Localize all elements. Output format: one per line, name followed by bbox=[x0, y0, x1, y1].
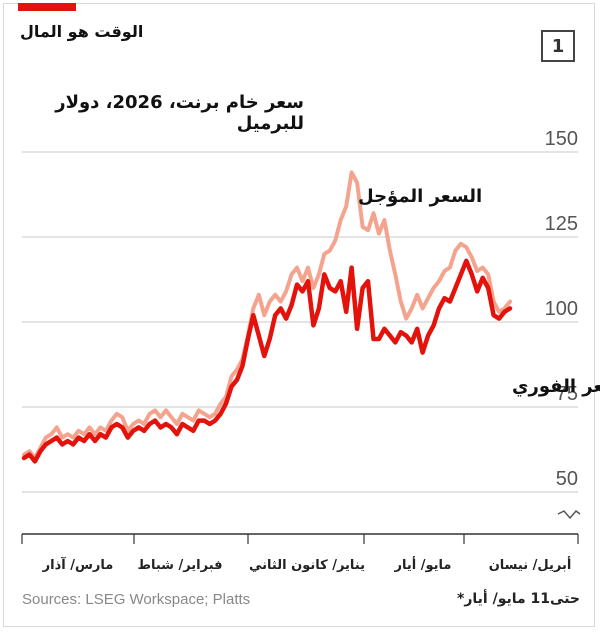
y-tick-labels: 50 75 100 125 150 bbox=[545, 128, 578, 490]
chart-number-badge: 1 bbox=[541, 30, 575, 62]
x-tick-label: فبراير/ شباط bbox=[137, 558, 222, 573]
series-labels: السعر المؤجل السعر الفوري bbox=[358, 186, 600, 397]
spot-price-line bbox=[21, 258, 513, 464]
footnote: حتى11 مايو/ أيار* bbox=[457, 591, 580, 607]
y-tick-label: 125 bbox=[545, 213, 578, 235]
y-tick-label: 100 bbox=[545, 298, 578, 320]
x-axis: مارس/ آذار فبراير/ شباط يناير/ كانون الثان… bbox=[21, 533, 579, 573]
chart-frame bbox=[3, 3, 595, 627]
x-tick-label: أبريل/ نيسان bbox=[489, 556, 572, 573]
header-label: الوقت هو المال bbox=[20, 22, 144, 41]
futures-series-label: السعر المؤجل bbox=[358, 186, 482, 207]
y-tick-label: 75 bbox=[556, 383, 578, 405]
x-tick-label: يناير/ كانون الثاني bbox=[249, 558, 365, 573]
chart-title: سعر خام برنت، 2026، دولار للبرميل bbox=[55, 92, 304, 134]
futures-price-line bbox=[22, 170, 512, 460]
x-tick-label: مارس/ آذار bbox=[42, 556, 114, 573]
axis-break-icon bbox=[557, 509, 581, 520]
brand-accent-bar bbox=[18, 3, 76, 11]
gridlines bbox=[22, 151, 581, 520]
y-tick-label: 150 bbox=[545, 128, 578, 150]
x-tick-label: مايو/ أيار bbox=[394, 556, 452, 573]
spot-series-label: السعر الفوري bbox=[512, 376, 600, 397]
y-tick-label: 50 bbox=[556, 468, 578, 490]
series-lines bbox=[21, 170, 513, 464]
source-note: Sources: LSEG Workspace; Platts bbox=[22, 591, 251, 608]
